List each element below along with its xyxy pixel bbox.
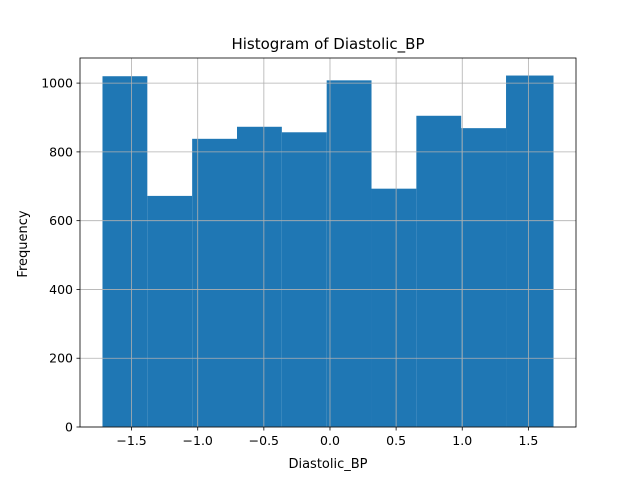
histogram-bar xyxy=(371,188,417,427)
histogram-bar xyxy=(416,115,462,427)
histogram-bar xyxy=(281,132,327,428)
x-tick-label: 0.0 xyxy=(320,433,340,448)
x-tick-label: −0.5 xyxy=(249,433,279,448)
histogram-bar xyxy=(506,75,554,428)
y-tick-label: 0 xyxy=(65,420,73,435)
x-tick-label: −1.0 xyxy=(183,433,213,448)
y-tick-label: 800 xyxy=(49,144,73,159)
histogram-bar xyxy=(237,126,282,428)
x-tick-label: −1.5 xyxy=(116,433,146,448)
y-tick-label: 400 xyxy=(49,282,73,297)
y-axis-label: Frequency xyxy=(16,210,31,277)
bars-group xyxy=(102,75,554,428)
x-axis-label: Diastolic_BP xyxy=(288,457,367,472)
axes-frame xyxy=(79,57,577,428)
y-tick-label: 600 xyxy=(49,213,73,228)
axes-group: −1.5 −1.0 −0.5 0.0 0.5 1.0 1.5 0 200 400 600 800 100… xyxy=(41,57,577,448)
x-tick-label: 0.5 xyxy=(386,433,406,448)
y-tick-label: 1000 xyxy=(41,76,73,91)
histogram-bar xyxy=(102,76,148,427)
x-tick-label: 1.5 xyxy=(518,433,538,448)
chart-title: Histogram of Diastolic_BP xyxy=(231,35,424,54)
histogram-bar xyxy=(326,80,372,428)
histogram-bar xyxy=(461,128,507,427)
x-tick-label: 1.0 xyxy=(452,433,472,448)
y-tick-label: 200 xyxy=(49,351,73,366)
histogram-bar xyxy=(147,195,193,427)
histogram-bar xyxy=(192,138,238,427)
